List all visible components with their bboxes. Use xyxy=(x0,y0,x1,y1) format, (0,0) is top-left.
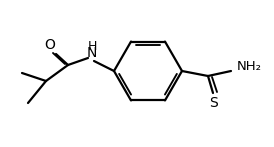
Text: S: S xyxy=(210,96,218,110)
Text: H: H xyxy=(87,40,97,52)
Text: N: N xyxy=(87,46,97,60)
Text: O: O xyxy=(45,38,55,52)
Text: NH₂: NH₂ xyxy=(237,60,262,72)
